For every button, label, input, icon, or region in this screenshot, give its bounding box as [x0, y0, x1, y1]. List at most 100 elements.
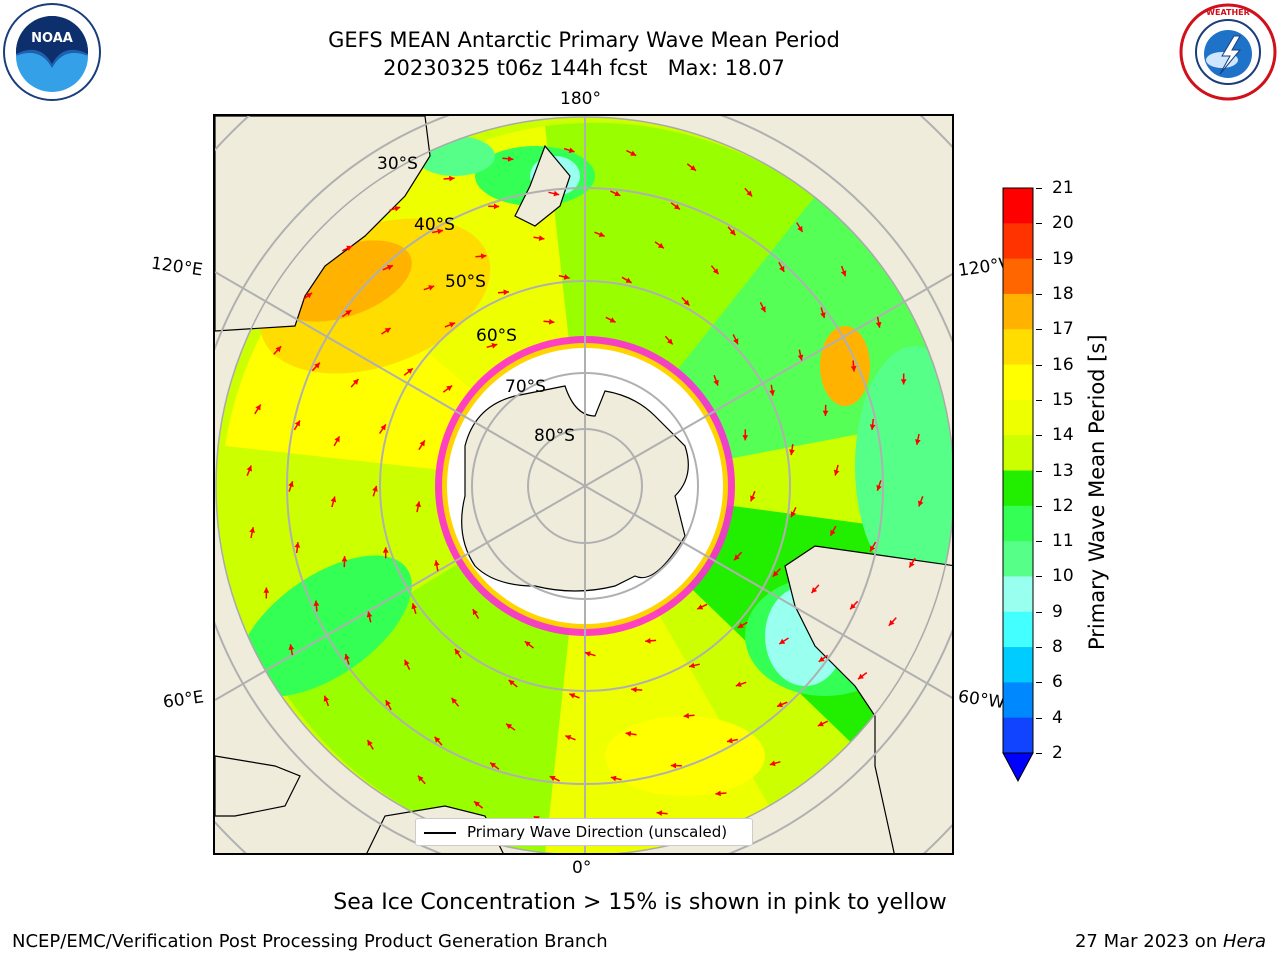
wave-arrow-head: [306, 292, 312, 299]
wave-arrow-head: [294, 420, 300, 427]
wave-arrow-head: [472, 609, 478, 616]
south-america-land: [784, 545, 952, 853]
wave-arrow-head: [734, 554, 740, 561]
wave-arrow-head: [294, 542, 301, 548]
wave-arrow-head: [876, 484, 882, 491]
wave-arrow-head: [246, 465, 252, 472]
wave-arrow-head: [341, 556, 348, 562]
colorbar-band: [1003, 647, 1033, 683]
lat-label-80s: 80°S: [534, 426, 575, 446]
wave-arrow-head: [288, 481, 294, 488]
wave-arrow-head: [656, 810, 663, 816]
wave-arrow-head: [538, 235, 545, 241]
colorbar-tick-label: 18: [1052, 283, 1074, 304]
colorbar-tick-mark: [1036, 223, 1042, 225]
wave-arrow-head: [449, 175, 455, 182]
polar-map: 30°S 40°S 50°S 60°S 70°S 80°S: [213, 114, 954, 855]
colorbar-tick-mark: [1036, 753, 1042, 754]
wave-arrow-head: [777, 701, 783, 708]
wave-arrow-head: [769, 760, 776, 767]
wave-arrow-head: [585, 651, 591, 657]
map-title: GEFS MEAN Antarctic Primary Wave Mean Pe…: [328, 28, 840, 52]
wave-arrow-head: [437, 228, 443, 235]
wave-arrow-head: [323, 695, 330, 702]
wave-arrow-head: [609, 317, 616, 323]
wave-arrow-head: [818, 656, 825, 662]
wave-arrow-head: [817, 721, 824, 727]
lon-label-120e: 120°E: [149, 253, 204, 281]
wave-arrow-head: [715, 790, 721, 797]
wave-arrow-head: [797, 354, 804, 361]
colorbar-tick-label: 13: [1052, 460, 1074, 481]
wave-arrow-head: [493, 203, 500, 210]
colorbar-tick-mark: [1036, 682, 1042, 684]
wave-arrow-head: [683, 712, 690, 719]
australia-land: [215, 116, 431, 332]
wave-arrow-head: [563, 274, 570, 280]
wave-arrow-head: [313, 600, 320, 606]
map-legend: Primary Wave Direction (unscaled): [415, 818, 753, 846]
colorbar-tick-label: 6: [1052, 672, 1063, 693]
colorbar-tick-mark: [1036, 717, 1042, 719]
wave-arrow-head: [434, 736, 441, 743]
lon-label-60w: 60°W: [956, 686, 1007, 714]
map-subtitle: 20230325 t06z 144h fcst Max: 18.07: [383, 56, 785, 80]
wave-arrow-head: [346, 245, 353, 251]
lon-label-180: 180°: [560, 89, 601, 109]
wave-arrow-head: [772, 570, 779, 577]
wave-arrow-head: [888, 619, 895, 626]
wave-arrow-head: [674, 204, 680, 210]
colorbar-band: [1003, 470, 1033, 507]
wave-arrow-head: [568, 147, 575, 153]
wave-arrow-head: [428, 285, 435, 291]
wave-arrow-head: [249, 527, 255, 533]
wave-arrow-head: [506, 723, 513, 730]
footer-machine: Hera: [1222, 931, 1266, 952]
wave-direction-arrows: [246, 147, 924, 825]
wave-arrow-head: [797, 226, 803, 232]
wave-arrow-head: [645, 638, 651, 644]
colorbar-band: [1003, 399, 1033, 436]
wave-arrow-head: [419, 440, 425, 447]
wave-arrow-head: [670, 762, 677, 769]
wave-arrow-head: [769, 390, 775, 396]
wave-arrow-head: [779, 265, 785, 272]
wave-arrow-head: [830, 529, 836, 536]
wave-arrow-head: [508, 680, 515, 686]
wave-arrow-head: [598, 231, 605, 237]
wave-arrow-head: [900, 379, 907, 385]
colorbar-label: Primary Wave Mean Period [s]: [1085, 334, 1109, 650]
wave-arrow-head: [263, 587, 270, 593]
wave-arrow-head: [614, 190, 621, 197]
wave-arrow-head: [875, 322, 882, 328]
lat-label-70s: 70°S: [505, 377, 546, 397]
noaa-logo: NOAA: [2, 2, 102, 102]
new-zealand-land: [514, 144, 571, 227]
wave-arrow-head: [480, 253, 487, 260]
wave-arrow-head: [697, 604, 704, 610]
legend-line-swatch: [424, 832, 456, 834]
wave-arrow-head: [683, 299, 690, 306]
lat-label-50s: 50°S: [445, 272, 486, 292]
polar-map-canvas: [215, 116, 952, 853]
colorbar-tick-mark: [1036, 188, 1042, 189]
wave-arrow-head: [366, 611, 373, 618]
wave-arrow-head: [451, 697, 458, 704]
lon-label-60e: 60°E: [161, 687, 206, 713]
colorbar-band: [1003, 682, 1033, 719]
wave-arrow-head: [779, 638, 786, 644]
wave-arrow-head: [384, 328, 391, 334]
colorbar-tick-label: 19: [1052, 248, 1074, 269]
wave-arrow-head: [548, 318, 555, 325]
wave-arrow-head: [449, 322, 456, 328]
colorbar-band: [1003, 505, 1033, 542]
wave-arrow-head: [334, 436, 340, 443]
colorbar-tick-label: 17: [1052, 319, 1074, 340]
wave-arrow-head: [712, 268, 719, 275]
wave-arrow-head: [553, 190, 560, 197]
colorbar-tick-mark: [1036, 435, 1042, 437]
colorbar: [1000, 185, 1036, 785]
wave-arrow-head: [631, 686, 637, 693]
wave-arrow-head: [729, 229, 736, 236]
lat-label-40s: 40°S: [414, 215, 455, 235]
